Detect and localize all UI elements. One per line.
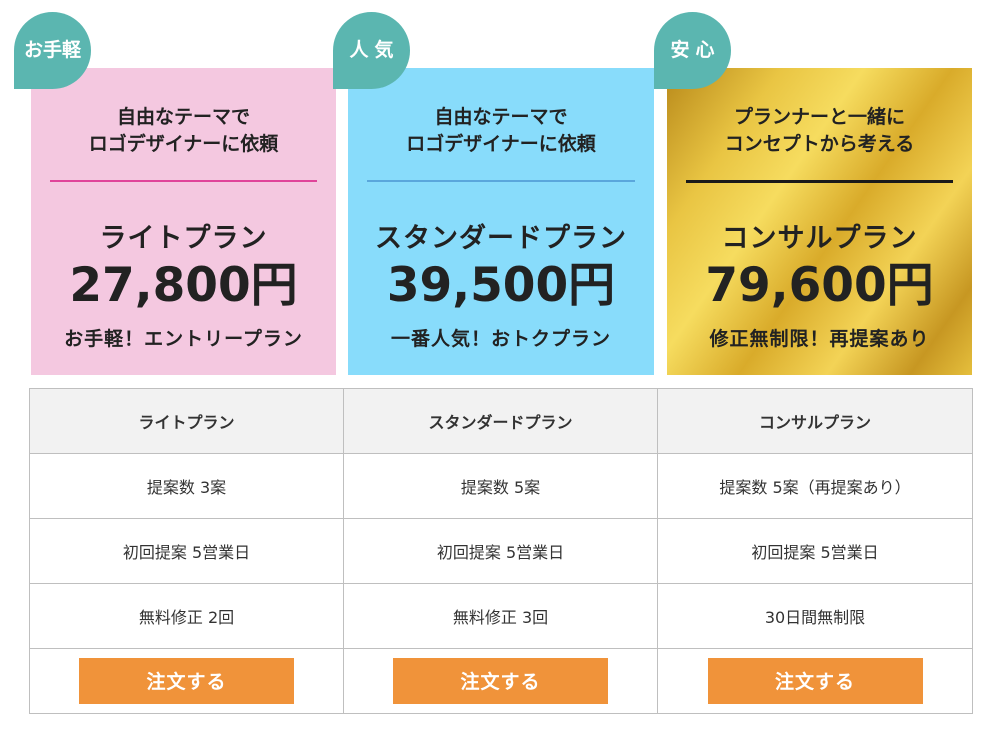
badge-light: お手軽 [14, 12, 91, 89]
plan-card-name: コンサルプラン [721, 223, 918, 254]
order-button-consult[interactable]: 注文する [707, 658, 923, 704]
table-header-cell: コンサルプラン [657, 388, 973, 454]
plan-card-name: スタンダードプラン [375, 223, 627, 254]
table-header-cell: スタンダードプラン [343, 388, 658, 454]
table-cell: 提案数 5案 [343, 453, 658, 519]
plan-card-price: 79,600円 [705, 258, 934, 313]
plan-card-divider [367, 180, 635, 182]
plan-card-consult: プランナーと一緒に コンセプトから考える コンサルプラン 79,600円 修正無… [667, 68, 972, 375]
table-row: 無料修正 2回 無料修正 3回 30日間無制限 [29, 583, 973, 649]
plan-card-price: 27,800円 [69, 258, 298, 313]
plan-card-standard: 自由なテーマで ロゴデザイナーに依頼 スタンダードプラン 39,500円 一番人… [348, 68, 654, 375]
plan-comparison-table: ライトプラン スタンダードプラン コンサルプラン 提案数 3案 提案数 5案 提… [29, 388, 973, 714]
table-order-row: 注文する 注文する 注文する [29, 648, 973, 714]
table-cell: 無料修正 3回 [343, 583, 658, 649]
table-cell: 注文する [343, 648, 658, 714]
table-cell: 初回提案 5営業日 [343, 518, 658, 584]
plan-card-divider [50, 180, 317, 182]
table-cell: 無料修正 2回 [29, 583, 344, 649]
plan-card-subtitle: 自由なテーマで ロゴデザイナーに依頼 [406, 106, 596, 155]
badge-consult: 安心 [654, 12, 731, 89]
table-header-cell: ライトプラン [29, 388, 344, 454]
table-row: 初回提案 5営業日 初回提案 5営業日 初回提案 5営業日 [29, 518, 973, 584]
plan-card-tagline: お手軽！エントリープラン [64, 328, 303, 350]
plan-card-price: 39,500円 [386, 258, 616, 313]
plan-card-subtitle: プランナーと一緒に コンセプトから考える [724, 106, 915, 155]
order-button-light[interactable]: 注文する [79, 658, 294, 704]
plan-card-light: 自由なテーマで ロゴデザイナーに依頼 ライトプラン 27,800円 お手軽！エン… [31, 68, 336, 375]
badge-standard: 人気 [333, 12, 410, 89]
plan-card-tagline: 修正無制限！再提案あり [709, 328, 930, 350]
table-cell: 30日間無制限 [657, 583, 973, 649]
plan-card-name: ライトプラン [99, 223, 268, 254]
table-cell: 初回提案 5営業日 [29, 518, 344, 584]
table-cell: 注文する [657, 648, 973, 714]
order-button-standard[interactable]: 注文する [393, 658, 608, 704]
table-cell: 注文する [29, 648, 344, 714]
plan-cards: 自由なテーマで ロゴデザイナーに依頼 ライトプラン 27,800円 お手軽！エン… [31, 68, 972, 375]
plan-card-divider [686, 180, 953, 183]
table-header-row: ライトプラン スタンダードプラン コンサルプラン [29, 388, 973, 454]
plan-card-tagline: 一番人気！おトクプラン [390, 328, 611, 350]
table-row: 提案数 3案 提案数 5案 提案数 5案（再提案あり） [29, 453, 973, 519]
table-cell: 提案数 3案 [29, 453, 344, 519]
table-cell: 提案数 5案（再提案あり） [657, 453, 973, 519]
table-cell: 初回提案 5営業日 [657, 518, 973, 584]
plan-card-subtitle: 自由なテーマで ロゴデザイナーに依頼 [88, 106, 279, 155]
